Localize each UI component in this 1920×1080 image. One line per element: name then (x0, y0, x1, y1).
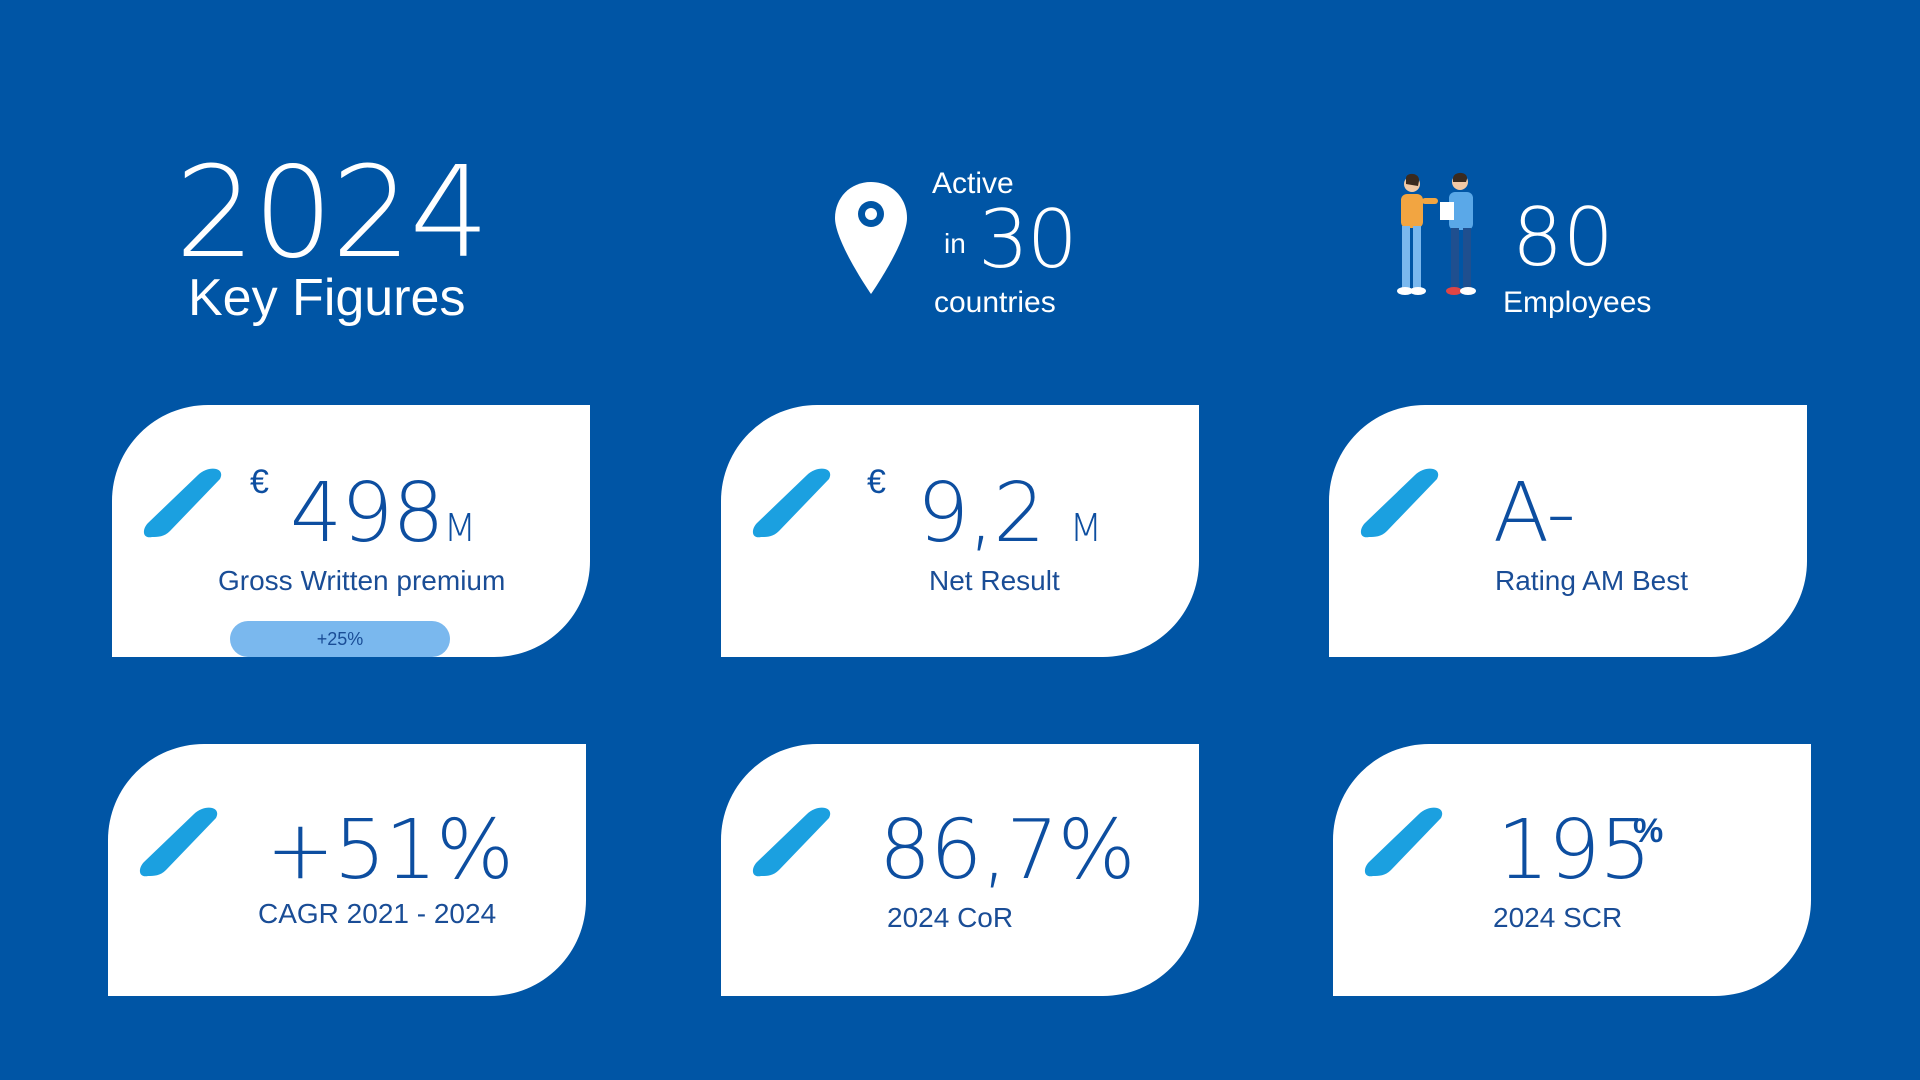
key-figures-heading: Key Figures (188, 269, 466, 327)
gwp-value: 498M (290, 473, 476, 555)
scr-caption: 2024 SCR (1493, 902, 1623, 933)
year-heading: 2024 (175, 139, 490, 286)
gwp-amount: 498 (290, 466, 445, 561)
location-pin-icon (835, 182, 907, 294)
cagr-value: +51% (266, 803, 514, 898)
slash-accent-icon (143, 468, 222, 538)
net-result-card: € 9,2 M Net Result (721, 405, 1199, 657)
slash-accent-icon (139, 807, 218, 877)
countries-count: 30 (978, 193, 1078, 286)
cor-card: 86,7% 2024 CoR (721, 744, 1199, 996)
in-label: in (944, 228, 966, 259)
employees-label: Employees (1503, 286, 1652, 319)
cor-caption: 2024 CoR (887, 902, 1014, 933)
net-result-caption: Net Result (929, 565, 1060, 596)
gwp-caption: Gross Written premium (218, 565, 506, 596)
slash-accent-icon (1364, 807, 1443, 877)
employees-count: 80 (1512, 191, 1614, 284)
slash-accent-icon (752, 807, 831, 877)
gross-written-premium-card: € 498M Gross Written premium +25% (112, 405, 590, 657)
slash-accent-icon (1360, 468, 1439, 538)
rating-value: A- (1493, 466, 1576, 561)
slash-accent-icon (752, 468, 831, 538)
gwp-unit: M (443, 506, 477, 550)
people-icon (1397, 172, 1476, 295)
scr-card: 195 % 2024 SCR (1333, 744, 1811, 996)
net-result-amount: 9,2 (917, 466, 1045, 561)
cor-value: 86,7% (879, 803, 1135, 898)
rating-caption: Rating AM Best (1495, 565, 1688, 596)
active-label: Active (932, 167, 1014, 200)
scr-unit: % (1633, 812, 1664, 850)
cagr-card: +51% CAGR 2021 - 2024 (108, 744, 586, 996)
net-result-unit: M (1069, 506, 1103, 550)
scr-value: 195 (1497, 803, 1652, 898)
countries-label: countries (934, 286, 1056, 319)
rating-card: A- Rating AM Best (1329, 405, 1807, 657)
net-result-value: 9,2 M (917, 473, 1102, 555)
growth-badge: +25% (230, 621, 450, 657)
cagr-caption: CAGR 2021 - 2024 (258, 898, 497, 929)
currency-symbol: € (250, 463, 269, 501)
currency-symbol: € (867, 463, 886, 501)
